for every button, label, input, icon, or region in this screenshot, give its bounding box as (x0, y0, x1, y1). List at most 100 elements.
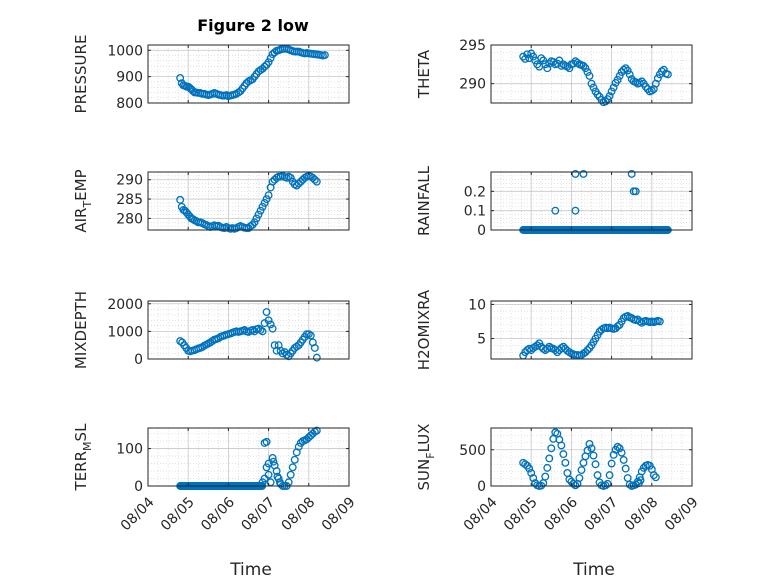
data-point (587, 444, 596, 453)
data-point (541, 60, 550, 69)
data-point (258, 202, 267, 211)
data-point (527, 469, 536, 477)
axes-box (147, 44, 350, 104)
axes-box (147, 171, 350, 231)
data-point (288, 463, 297, 472)
data-point (282, 350, 291, 359)
data-point (625, 70, 634, 79)
plot-area (148, 301, 349, 359)
data-point (266, 320, 275, 329)
y-axis-label: AIRTEMP (72, 169, 94, 232)
y-axis-label: RAINFALL (415, 165, 433, 236)
data-point (559, 60, 568, 69)
data-point (631, 187, 640, 196)
data-point (553, 348, 562, 357)
data-point (601, 481, 610, 490)
data-point (591, 460, 600, 469)
data-point (559, 450, 568, 459)
data-point (551, 428, 560, 437)
data-point (609, 450, 618, 459)
data-point (651, 473, 660, 482)
x-axis-label-left: Time (229, 560, 272, 580)
y-tick-label: 100 (116, 442, 143, 458)
x-tick-label: 08/07 (238, 494, 278, 534)
data-point (256, 206, 265, 215)
data-point (286, 470, 295, 479)
data-point (529, 52, 538, 61)
x-tick-label: 08/08 (622, 494, 662, 534)
data-point (569, 479, 578, 488)
data-point (543, 64, 552, 73)
data-point (262, 195, 271, 204)
data-point (254, 210, 263, 219)
data-point (547, 444, 556, 453)
data-point (272, 467, 281, 475)
subplot-airtemp: 280 285 290 AIRTEMP (72, 169, 350, 233)
data-point (268, 324, 277, 333)
data-point (310, 344, 319, 352)
data-point (264, 316, 273, 325)
data-point (613, 75, 622, 84)
y-axis-label: PRESSURE (72, 35, 90, 114)
data-point (256, 326, 265, 334)
data-point (176, 195, 185, 204)
subplot-pressure: 800 900 1000 PRESSURE (72, 35, 350, 114)
data-point (252, 214, 261, 223)
data-point (593, 471, 602, 480)
data-point (521, 54, 530, 63)
y-tick-label: 500 (459, 443, 486, 459)
data-point (250, 218, 259, 227)
data-point (260, 198, 269, 207)
data-point (525, 464, 534, 473)
data-point (545, 342, 554, 351)
y-axis-label: H2OMIXRA (415, 289, 433, 370)
data-point (635, 78, 644, 87)
data-point (607, 459, 616, 468)
data-point (310, 175, 319, 184)
axes-box (490, 171, 693, 231)
axes-box (490, 427, 693, 487)
x-tick-label: 08/04 (461, 494, 501, 534)
data-point (615, 71, 624, 80)
y-tick-label: 0.1 (464, 204, 486, 220)
data-point (617, 448, 626, 457)
y-tick-label: 290 (116, 173, 143, 189)
data-point (269, 457, 278, 466)
y-tick-label: 295 (459, 38, 486, 54)
data-point (320, 51, 329, 59)
data-point (581, 348, 590, 357)
data-point (581, 64, 590, 73)
y-tick-label: 900 (116, 70, 143, 86)
subplot-theta: 290 295 THETA (415, 38, 693, 107)
plot-area (148, 172, 349, 230)
x-tick-label: 08/08 (279, 494, 319, 534)
data-point (539, 56, 548, 65)
x-tick-label: 08/05 (501, 494, 541, 534)
y-tick-label: 0 (134, 352, 143, 368)
data-point (603, 479, 612, 488)
data-point (619, 65, 628, 74)
subplot-terrmsl: 0 100 08/04 08/05 08/06 08/07 08/08 08/09 TERRMS… (72, 423, 359, 534)
plot-area (148, 428, 349, 486)
data-point (605, 471, 614, 480)
data-point (613, 442, 622, 451)
data-point (262, 308, 271, 316)
data-point (659, 65, 668, 74)
plot-area (148, 45, 349, 103)
subplot-mixdepth: 0 1000 2000 MIXDEPTH (72, 291, 350, 369)
data-point (557, 441, 566, 450)
data-point (647, 86, 656, 95)
data-point (551, 206, 560, 215)
data-point (306, 331, 315, 340)
x-tick-label: 08/09 (319, 494, 359, 534)
x-axis-label-right: Time (572, 560, 615, 580)
data-point (585, 71, 594, 80)
data-point (565, 475, 574, 484)
y-tick-label: 1000 (107, 43, 143, 59)
data-point (636, 476, 645, 485)
data-point (286, 173, 295, 182)
data-point (198, 343, 207, 352)
data-point (579, 169, 588, 178)
